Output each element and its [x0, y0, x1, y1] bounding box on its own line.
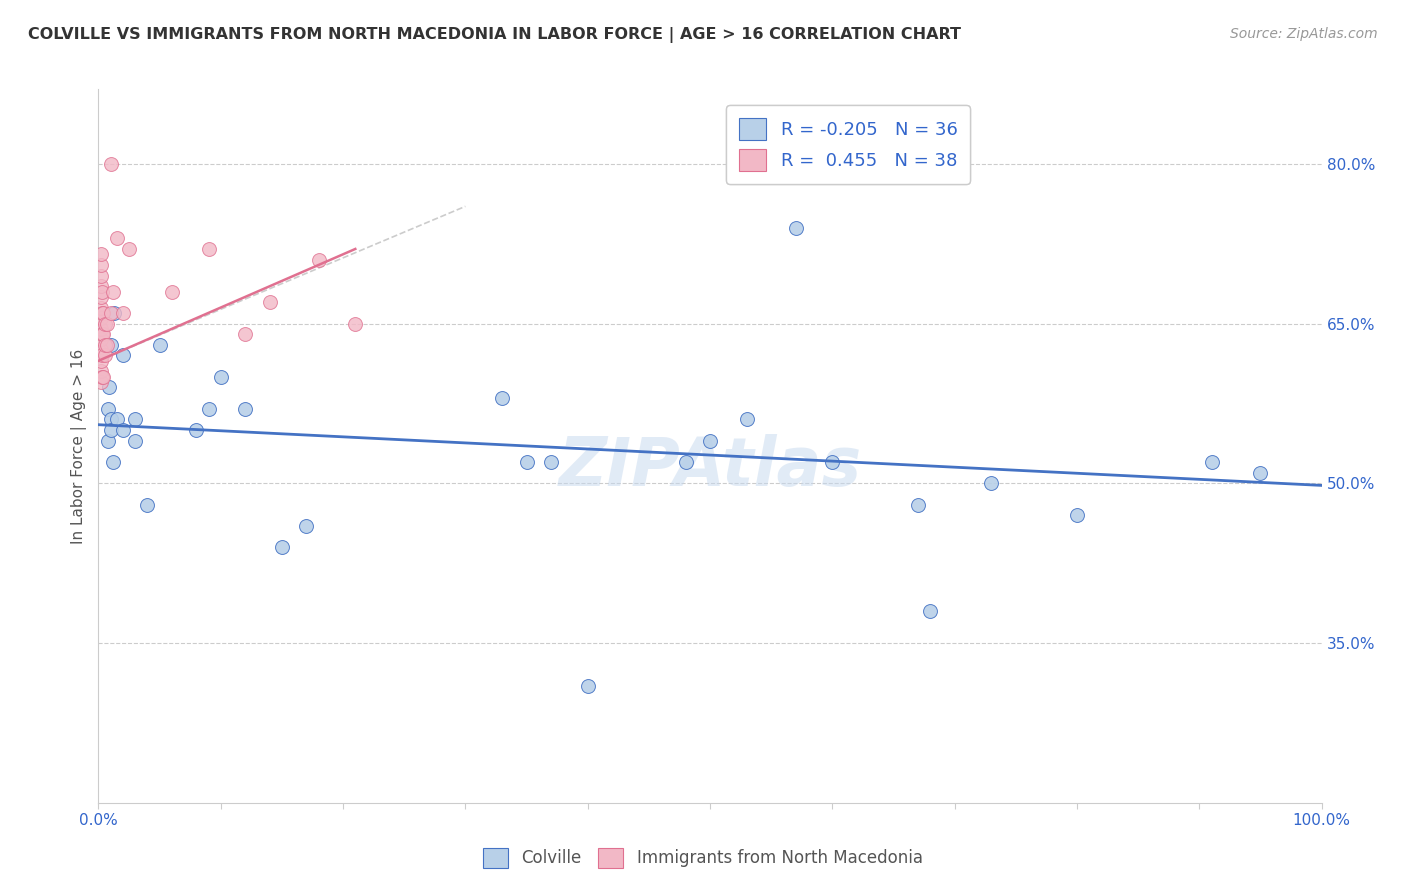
Point — [907, 498, 929, 512]
Point — [160, 285, 183, 299]
Point — [98, 380, 121, 394]
Point — [91, 327, 114, 342]
Point — [233, 327, 256, 342]
Point — [118, 242, 141, 256]
Point — [90, 279, 112, 293]
Point — [1201, 455, 1223, 469]
Point — [91, 369, 114, 384]
Point — [90, 343, 112, 358]
Point — [90, 333, 112, 347]
Point — [124, 412, 146, 426]
Point — [111, 423, 134, 437]
Point — [100, 157, 122, 171]
Point — [259, 295, 281, 310]
Point — [197, 401, 219, 416]
Legend: Colville, Immigrants from North Macedonia: Colville, Immigrants from North Macedoni… — [477, 841, 929, 875]
Point — [90, 375, 112, 389]
Point — [1249, 466, 1271, 480]
Point — [821, 455, 844, 469]
Point — [980, 476, 1002, 491]
Point — [576, 679, 599, 693]
Point — [96, 338, 118, 352]
Point — [97, 434, 120, 448]
Point — [197, 242, 219, 256]
Point — [90, 290, 112, 304]
Point — [100, 412, 122, 426]
Point — [90, 311, 112, 326]
Point — [90, 247, 112, 261]
Y-axis label: In Labor Force | Age > 16: In Labor Force | Age > 16 — [72, 349, 87, 543]
Point — [91, 306, 114, 320]
Point — [295, 519, 318, 533]
Point — [111, 306, 134, 320]
Point — [90, 364, 112, 378]
Point — [103, 306, 125, 320]
Point — [186, 423, 208, 437]
Point — [100, 338, 122, 352]
Point — [91, 306, 114, 320]
Point — [93, 338, 115, 352]
Point — [515, 455, 537, 469]
Text: ZIPAtlas: ZIPAtlas — [558, 434, 862, 500]
Point — [233, 401, 256, 416]
Point — [344, 317, 367, 331]
Text: Source: ZipAtlas.com: Source: ZipAtlas.com — [1230, 27, 1378, 41]
Text: COLVILLE VS IMMIGRANTS FROM NORTH MACEDONIA IN LABOR FORCE | AGE > 16 CORRELATIO: COLVILLE VS IMMIGRANTS FROM NORTH MACEDO… — [28, 27, 962, 43]
Point — [675, 455, 697, 469]
Point — [209, 369, 232, 384]
Point — [100, 306, 122, 320]
Point — [105, 412, 128, 426]
Point — [90, 322, 112, 336]
Point — [90, 301, 112, 315]
Point — [90, 268, 112, 283]
Point — [491, 391, 513, 405]
Point — [699, 434, 721, 448]
Point — [270, 540, 294, 554]
Legend: R = -0.205   N = 36, R =  0.455   N = 38: R = -0.205 N = 36, R = 0.455 N = 38 — [727, 105, 970, 184]
Point — [735, 412, 758, 426]
Point — [97, 401, 120, 416]
Point — [100, 423, 122, 437]
Point — [101, 285, 124, 299]
Point — [93, 317, 115, 331]
Point — [90, 353, 112, 368]
Point — [96, 317, 118, 331]
Point — [90, 258, 112, 272]
Point — [91, 369, 114, 384]
Point — [149, 338, 172, 352]
Point — [920, 604, 942, 618]
Point — [136, 498, 159, 512]
Point — [91, 285, 114, 299]
Point — [105, 231, 128, 245]
Point — [1066, 508, 1088, 523]
Point — [111, 349, 134, 363]
Point — [308, 252, 330, 267]
Point — [540, 455, 562, 469]
Point — [91, 349, 114, 363]
Point — [91, 327, 114, 342]
Point — [785, 220, 807, 235]
Point — [93, 349, 115, 363]
Point — [124, 434, 146, 448]
Point — [101, 455, 124, 469]
